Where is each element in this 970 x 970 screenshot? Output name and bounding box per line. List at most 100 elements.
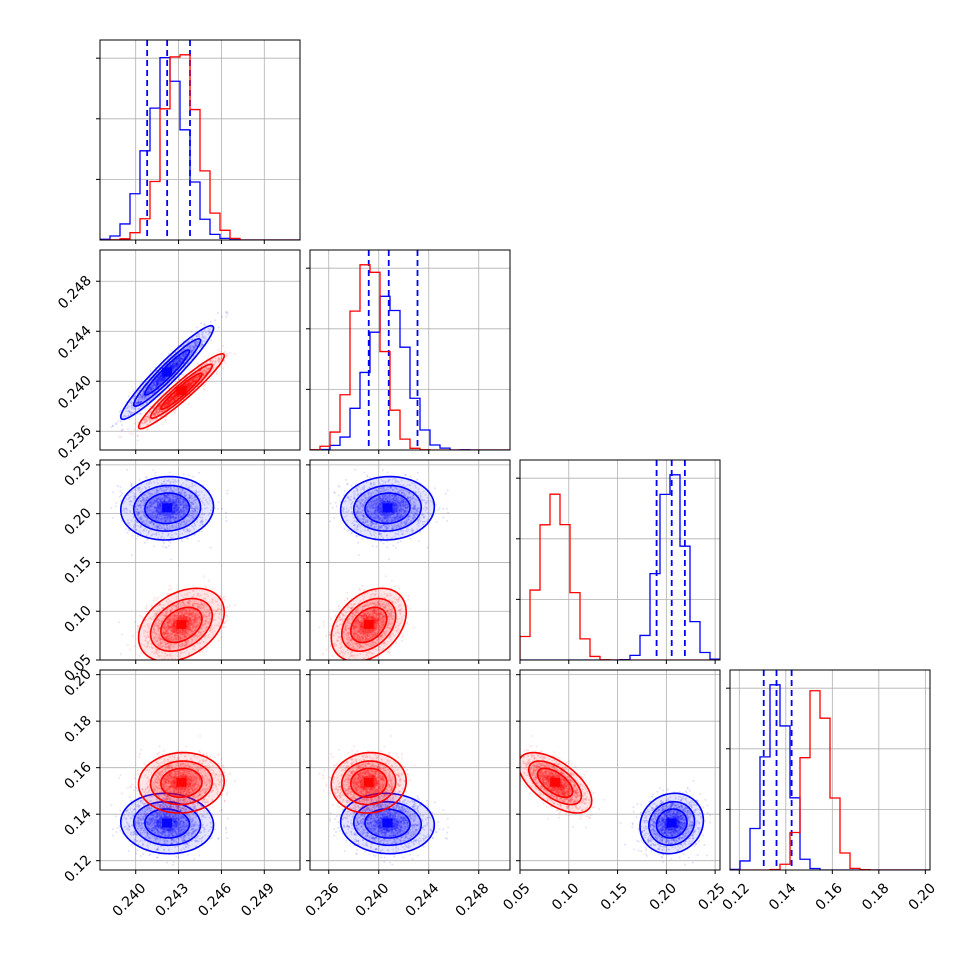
sample-point	[177, 363, 180, 366]
sample-point	[147, 395, 150, 398]
sample-point	[156, 378, 159, 381]
sample-point	[156, 381, 159, 384]
sample-point	[154, 471, 157, 474]
sample-point	[185, 353, 187, 356]
sample-point	[193, 379, 196, 382]
sample-point	[159, 374, 162, 377]
sample-point	[145, 418, 147, 421]
sample-point	[180, 356, 183, 359]
sample-point	[140, 401, 142, 404]
sample-point	[164, 402, 167, 405]
sample-point	[195, 334, 198, 337]
sample-point	[175, 360, 178, 363]
sample-point	[222, 367, 225, 370]
sample-point	[174, 367, 176, 370]
sample-point	[175, 396, 178, 399]
sample-point	[170, 396, 173, 399]
sample-point	[161, 411, 163, 414]
sample-point	[164, 403, 167, 405]
sample-point	[189, 382, 192, 384]
sample-point	[173, 361, 175, 364]
sample-point	[136, 402, 139, 404]
sample-point	[209, 320, 212, 323]
sample-point	[131, 404, 133, 407]
sample-point	[215, 373, 218, 376]
sample-point	[173, 366, 176, 369]
sample-point	[175, 395, 178, 398]
sample-point	[156, 379, 159, 382]
sample-point	[133, 408, 136, 411]
sample-point	[176, 364, 179, 367]
sample-point	[175, 361, 178, 364]
sample-point	[158, 378, 161, 381]
sample-point	[186, 382, 189, 385]
sample-point	[167, 399, 170, 402]
sample-point	[168, 364, 171, 367]
sample-point	[226, 313, 229, 316]
sample-point	[139, 401, 142, 404]
sample-point	[202, 331, 205, 334]
sample-point	[205, 369, 208, 372]
sample-point	[173, 367, 176, 370]
sample-point	[181, 355, 184, 358]
sample-point	[187, 382, 190, 385]
sample-point	[178, 359, 181, 362]
sample-point	[175, 365, 177, 368]
sample-point	[146, 391, 149, 394]
sample-point	[217, 357, 220, 360]
panel-0-0-content	[100, 40, 300, 240]
sample-point	[128, 410, 131, 413]
sample-point	[200, 343, 203, 345]
ytick-label-1-0: 0.236	[55, 423, 95, 463]
sample-point	[183, 348, 186, 351]
sample-point	[143, 419, 146, 422]
sample-point	[159, 382, 162, 385]
sample-point	[169, 364, 172, 367]
sample-point	[137, 401, 140, 404]
sample-point	[196, 342, 199, 345]
sample-point	[206, 367, 209, 370]
sample-point	[176, 362, 179, 365]
sample-point	[195, 378, 198, 381]
sample-point	[139, 393, 142, 396]
sample-point	[143, 541, 146, 544]
panel-1-1-content	[310, 250, 510, 450]
sample-point	[143, 403, 145, 406]
sample-point	[147, 390, 150, 393]
sample-point	[116, 484, 119, 487]
sample-point	[176, 363, 179, 366]
sample-point	[225, 315, 228, 318]
sample-point	[181, 359, 184, 362]
sample-point	[158, 377, 160, 380]
sample-point	[145, 418, 147, 420]
sample-point	[154, 411, 157, 414]
sample-point	[143, 418, 146, 421]
sample-point	[171, 364, 174, 367]
sample-point	[161, 423, 164, 426]
sample-point	[149, 386, 152, 389]
sample-point	[140, 405, 143, 407]
sample-point	[144, 395, 147, 398]
sample-point	[131, 412, 134, 414]
sample-point	[161, 379, 164, 382]
sample-point	[144, 387, 146, 390]
panel-2-0: 0.050.100.150.200.25	[61, 456, 301, 685]
sample-point	[153, 382, 156, 385]
sample-point	[137, 402, 140, 405]
sample-point	[156, 384, 159, 387]
sample-point	[176, 363, 179, 366]
sample-point	[182, 353, 185, 356]
sample-point	[228, 351, 231, 354]
sample-point	[156, 383, 159, 386]
sample-point	[217, 501, 220, 504]
sample-point	[159, 381, 162, 384]
sample-point	[171, 397, 174, 400]
sample-point	[190, 381, 193, 384]
sample-point	[179, 360, 182, 363]
sample-point	[193, 346, 196, 349]
sample-point	[121, 429, 124, 432]
sample-point	[165, 402, 167, 405]
sample-point	[179, 356, 182, 359]
sample-point	[182, 355, 185, 357]
sample-point	[172, 398, 175, 401]
